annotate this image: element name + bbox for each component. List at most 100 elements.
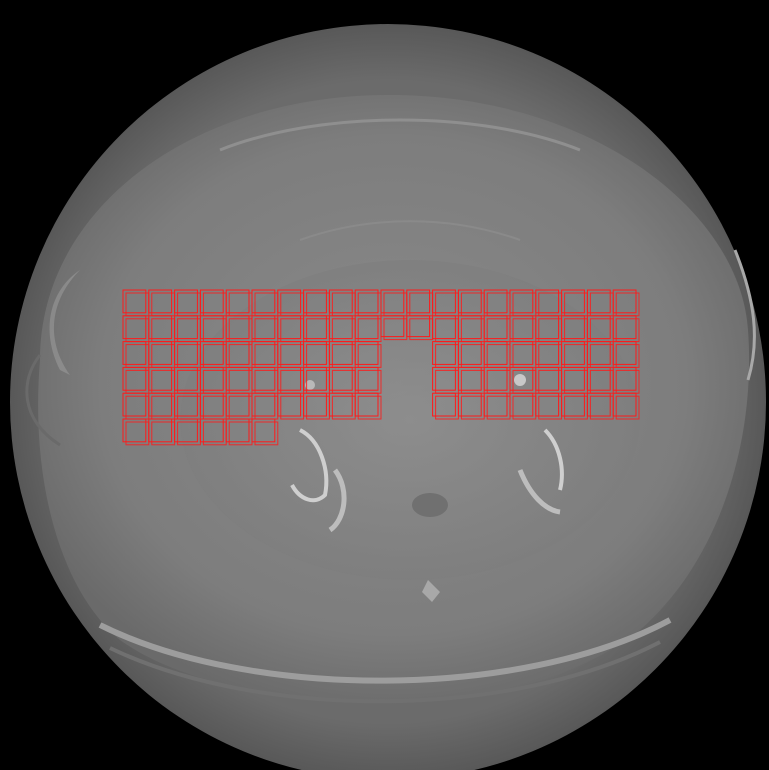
grid-cell-offset [254, 421, 279, 446]
grid-cell [509, 315, 534, 340]
grid-cell [277, 392, 302, 417]
grid-cell [483, 366, 508, 391]
grid-cell [483, 289, 508, 314]
pelvic-cavity [180, 260, 640, 580]
grid-cell [122, 289, 147, 314]
grid-cell [586, 341, 611, 365]
bone-spot [305, 380, 315, 390]
grid-cell [406, 315, 431, 338]
grid-cell [148, 418, 173, 443]
grid-cell [535, 289, 560, 314]
right-skin-edge [733, 249, 756, 381]
grid-cell [612, 315, 637, 340]
bone-spot [514, 374, 526, 386]
grid-cell [122, 418, 147, 443]
grid-cell [174, 341, 198, 365]
grid-cell [483, 341, 508, 365]
overlay-grid [122, 289, 640, 446]
grid-cell [612, 366, 637, 391]
grid-cell [251, 392, 276, 417]
grid-cell [483, 315, 508, 340]
grid-cell [432, 289, 456, 314]
grid-cell [354, 366, 379, 391]
grid-cell [251, 418, 276, 443]
grid-cell [457, 392, 482, 417]
rectum [412, 493, 448, 517]
grid-cell [148, 366, 173, 391]
grid-cell [561, 366, 585, 391]
grid-cell [586, 392, 611, 417]
grid-cell [174, 392, 198, 417]
grid-cell-offset [357, 395, 382, 420]
grid-cell [328, 341, 353, 365]
grid-cell [251, 366, 276, 391]
grid-cell [303, 341, 327, 365]
grid-cell [612, 341, 637, 365]
grid-cell [483, 392, 508, 417]
coccyx [422, 580, 440, 602]
grid-cell [225, 315, 250, 340]
scanner-table [98, 617, 672, 684]
grid-cell [225, 392, 250, 417]
grid-cell [122, 366, 147, 391]
grid-cell [457, 289, 482, 314]
grid-cell [277, 366, 302, 391]
grid-cell [354, 289, 379, 314]
grid-cell [174, 315, 198, 340]
grid-cell [225, 341, 250, 365]
grid-cell [199, 315, 224, 340]
grid-cell [148, 341, 173, 365]
grid-cell [303, 315, 327, 340]
grid-cell [277, 341, 302, 365]
grid-cell [174, 366, 198, 391]
grid-cell [612, 392, 637, 417]
grid-cell [277, 315, 302, 340]
grid-cell [199, 392, 224, 417]
grid-cell [354, 341, 379, 365]
grid-cell [457, 366, 482, 391]
grid-cell [380, 315, 405, 338]
grid-cell [199, 366, 224, 391]
pelvis-region [180, 118, 640, 602]
grid-cell [122, 315, 147, 340]
grid-cell [199, 418, 224, 443]
inner-contour [299, 220, 521, 241]
grid-cell [148, 315, 173, 340]
right-hip-bone [543, 428, 564, 491]
grid-cell [612, 289, 637, 314]
grid-cell [432, 392, 456, 417]
grid-cell [354, 315, 379, 340]
left-skin-fold [25, 354, 61, 447]
grid-cell [561, 341, 585, 365]
grid-cell [432, 315, 456, 340]
scanner-table-lower [109, 640, 661, 704]
grid-cell [586, 366, 611, 391]
grid-cell [457, 341, 482, 365]
grid-cell [251, 341, 276, 365]
grid-cell [328, 392, 353, 417]
grid-cell [380, 289, 405, 314]
grid-cell [354, 392, 379, 417]
grid-cell [432, 341, 456, 365]
grid-cell [277, 289, 302, 314]
grid-cell [535, 315, 560, 340]
grid-cell [251, 315, 276, 340]
grid-cell [509, 341, 534, 365]
grid-cell [122, 392, 147, 417]
grid-cell [303, 392, 327, 417]
grid-cell [148, 392, 173, 417]
grid-cell [303, 366, 327, 391]
grid-cell [586, 289, 611, 314]
abdominal-wall [219, 118, 581, 152]
grid-cell [509, 289, 534, 314]
grid-cell [535, 366, 560, 391]
grid-cell [535, 341, 560, 365]
grid-cell [225, 289, 250, 314]
grid-cell [328, 366, 353, 391]
grid-cell [148, 289, 173, 314]
grid-cell [509, 392, 534, 417]
grid-cell [225, 418, 250, 443]
left-buttock-fold [49, 270, 80, 375]
grid-cell [122, 341, 147, 365]
right-ischium [517, 469, 561, 515]
